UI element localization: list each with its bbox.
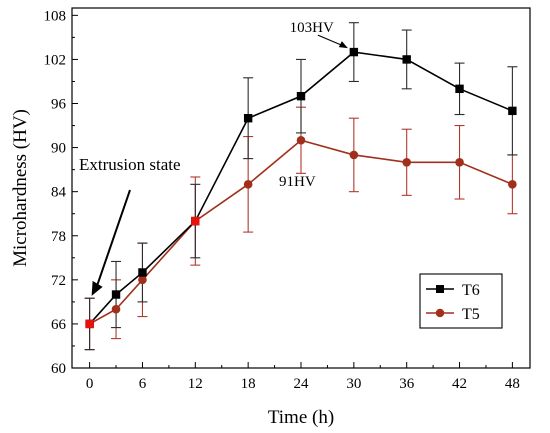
t5-point <box>508 180 517 189</box>
t5-point <box>243 180 253 189</box>
y-tick-label: 90 <box>51 141 66 157</box>
annotation-103hv: 103HV <box>290 20 334 36</box>
t6-point <box>138 268 147 277</box>
t6-point <box>455 84 464 94</box>
t6-point <box>402 55 411 64</box>
annotation-extrusion-state: Extrusion state <box>79 155 181 174</box>
x-tick-label: 42 <box>452 376 467 392</box>
x-tick-label: 6 <box>139 376 147 392</box>
t6-point <box>296 91 306 101</box>
t6-point <box>111 290 121 299</box>
t6-point <box>508 106 517 116</box>
extrusion-arrow <box>94 189 131 291</box>
y-axis-title: Microhardness (HV) <box>10 109 31 267</box>
x-tick-label: 36 <box>399 376 415 392</box>
x-tick-label: 18 <box>241 376 256 392</box>
x-axis-title: Time (h) <box>268 407 334 428</box>
legend-t6-label: T6 <box>462 282 480 299</box>
t5-point-overlap <box>85 319 94 329</box>
t5-point <box>138 275 147 285</box>
t6-point <box>349 47 359 57</box>
x-tick-label: 30 <box>346 376 361 392</box>
x-tick-label: 24 <box>294 376 310 392</box>
legend-t5-marker <box>435 308 445 318</box>
legend-t5-label: T5 <box>462 306 480 323</box>
legend-box <box>419 273 503 329</box>
axes-group: 0 6 12 18 24 30 36 42 48 60 66 72 78 84 90 96 102 108 Time… <box>10 7 531 428</box>
y-tick-label: 108 <box>44 8 67 24</box>
legend-t6-marker <box>436 285 444 293</box>
t5-point <box>349 150 359 160</box>
x-tick-label: 48 <box>505 376 520 392</box>
y-tick-label: 66 <box>51 317 67 333</box>
t6-point <box>243 114 253 123</box>
t6-line <box>89 51 513 325</box>
y-tick-label: 96 <box>51 97 67 113</box>
y-tick-label: 60 <box>51 361 66 377</box>
t5-line <box>89 139 513 325</box>
annotation-103hv-arrowhead <box>338 41 348 49</box>
t5-point <box>402 157 411 167</box>
annotations-group: 103HV 91HV Extrusion state <box>79 20 348 296</box>
y-tick-label: 102 <box>44 52 67 68</box>
y-tick-label: 84 <box>51 185 67 201</box>
x-tick-label: 12 <box>188 376 203 392</box>
t5-point <box>111 304 121 314</box>
x-tick-label: 0 <box>86 376 94 392</box>
t5-point <box>296 135 306 145</box>
y-tick-label: 78 <box>51 229 66 245</box>
extrusion-arrowhead <box>91 280 103 296</box>
y-tick-label: 72 <box>51 273 66 289</box>
annotation-91hv: 91HV <box>279 174 316 190</box>
series-lines-group <box>89 51 513 325</box>
t5-point-overlap <box>191 216 200 226</box>
annotation-103hv-arrow <box>317 34 345 47</box>
markers-group <box>85 47 517 329</box>
t5-point <box>455 157 464 167</box>
